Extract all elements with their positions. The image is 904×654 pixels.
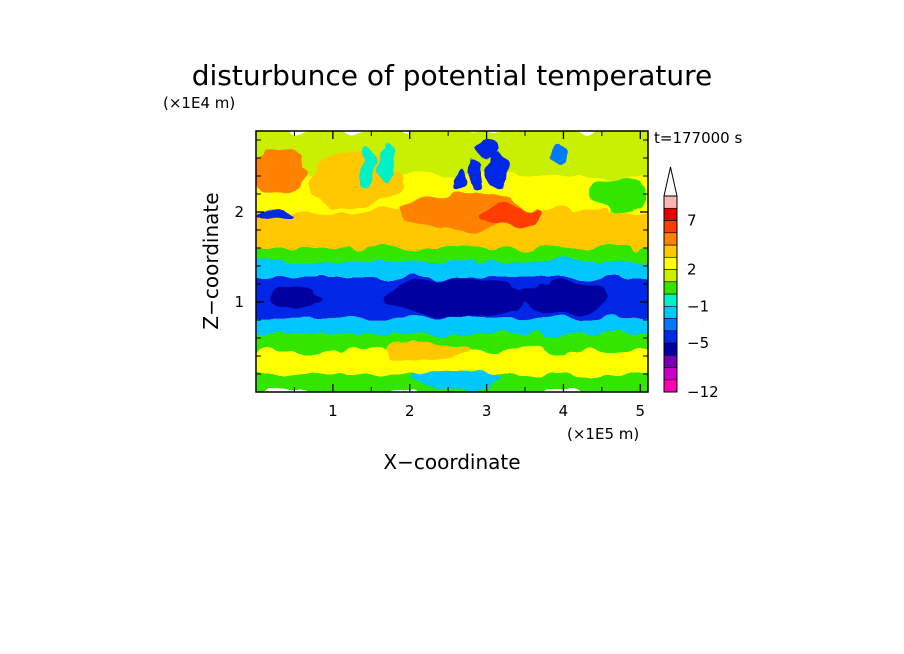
colorbar: −12−5−127: [663, 166, 719, 401]
contour-feature-12: [454, 169, 466, 192]
x-unit-label: (×1E5 m): [567, 425, 639, 443]
contour-feature-3: [256, 149, 306, 194]
contour-feature-11: [468, 159, 482, 193]
x-tick-label: 1: [328, 402, 338, 420]
colorbar-label: 7: [687, 212, 697, 230]
contour-feature-9: [475, 141, 499, 157]
colorbar-swatch-13: [663, 220, 678, 234]
chart-title: disturbunce of potential temperature: [192, 59, 713, 92]
colorbar-swatch-3: [663, 342, 678, 356]
contour-feature-6: [478, 205, 541, 228]
x-tick-label: 4: [559, 402, 569, 420]
colorbar-swatch-8: [663, 281, 678, 295]
colorbar-label: −1: [687, 297, 709, 315]
x-tick-label: 5: [636, 402, 646, 420]
colorbar-swatch-14: [663, 207, 678, 221]
y-tick-label: 2: [234, 203, 244, 221]
contour-band-6: [256, 248, 648, 262]
y-unit-label: (×1E4 m): [163, 94, 235, 112]
colorbar-frame: [663, 195, 678, 393]
plot-frame: [255, 130, 649, 393]
contour-feature-15: [359, 149, 376, 185]
contour-feature-17: [340, 347, 387, 365]
colorbar-swatch-7: [663, 293, 678, 307]
colorbar-swatch-12: [663, 232, 678, 246]
contour-feature-18: [494, 347, 556, 365]
colorbar-extend-arrow: [663, 166, 678, 197]
contour-feature-1: [521, 281, 606, 314]
colorbar-swatch-10: [663, 256, 678, 270]
colorbar-swatch-6: [663, 305, 678, 319]
contour-band-3: [256, 318, 648, 334]
contour-feature-13: [551, 142, 568, 165]
axes: 1 2 3 4 5 1 2: [234, 131, 648, 420]
contour-field: [256, 131, 648, 392]
contour-feature-8: [590, 176, 645, 212]
contour-band-2: [256, 333, 648, 352]
colorbar-label: −12: [687, 383, 719, 401]
colorbar-swatch-0: [663, 379, 678, 393]
colorbar-swatch-11: [663, 244, 678, 258]
contour-feature-19: [409, 369, 502, 388]
colorbar-swatch-9: [663, 269, 678, 283]
contour-band-5: [256, 261, 648, 277]
colorbar-swatch-1: [663, 367, 678, 381]
colorbar-swatch-15: [663, 195, 678, 209]
contour-feature-16: [382, 340, 468, 363]
colorbar-swatch-4: [663, 330, 678, 344]
y-tick-label: 1: [234, 293, 244, 311]
contour-feature-4: [256, 211, 295, 222]
contour-feature-14: [377, 142, 396, 183]
x-tick-label: 3: [482, 402, 492, 420]
contour-feature-0: [386, 277, 526, 318]
contour-feature-2: [267, 286, 322, 309]
x-tick-label: 2: [405, 402, 415, 420]
y-axis-label: Z−coordinate: [199, 192, 223, 329]
contour-feature-10: [486, 151, 510, 192]
colorbar-swatch-5: [663, 318, 678, 332]
colorbar-swatch-2: [663, 354, 678, 368]
colorbar-label: 2: [687, 261, 697, 279]
time-label: t=177000 s: [654, 129, 742, 147]
x-axis-label: X−coordinate: [383, 450, 520, 474]
colorbar-label: −5: [687, 334, 709, 352]
